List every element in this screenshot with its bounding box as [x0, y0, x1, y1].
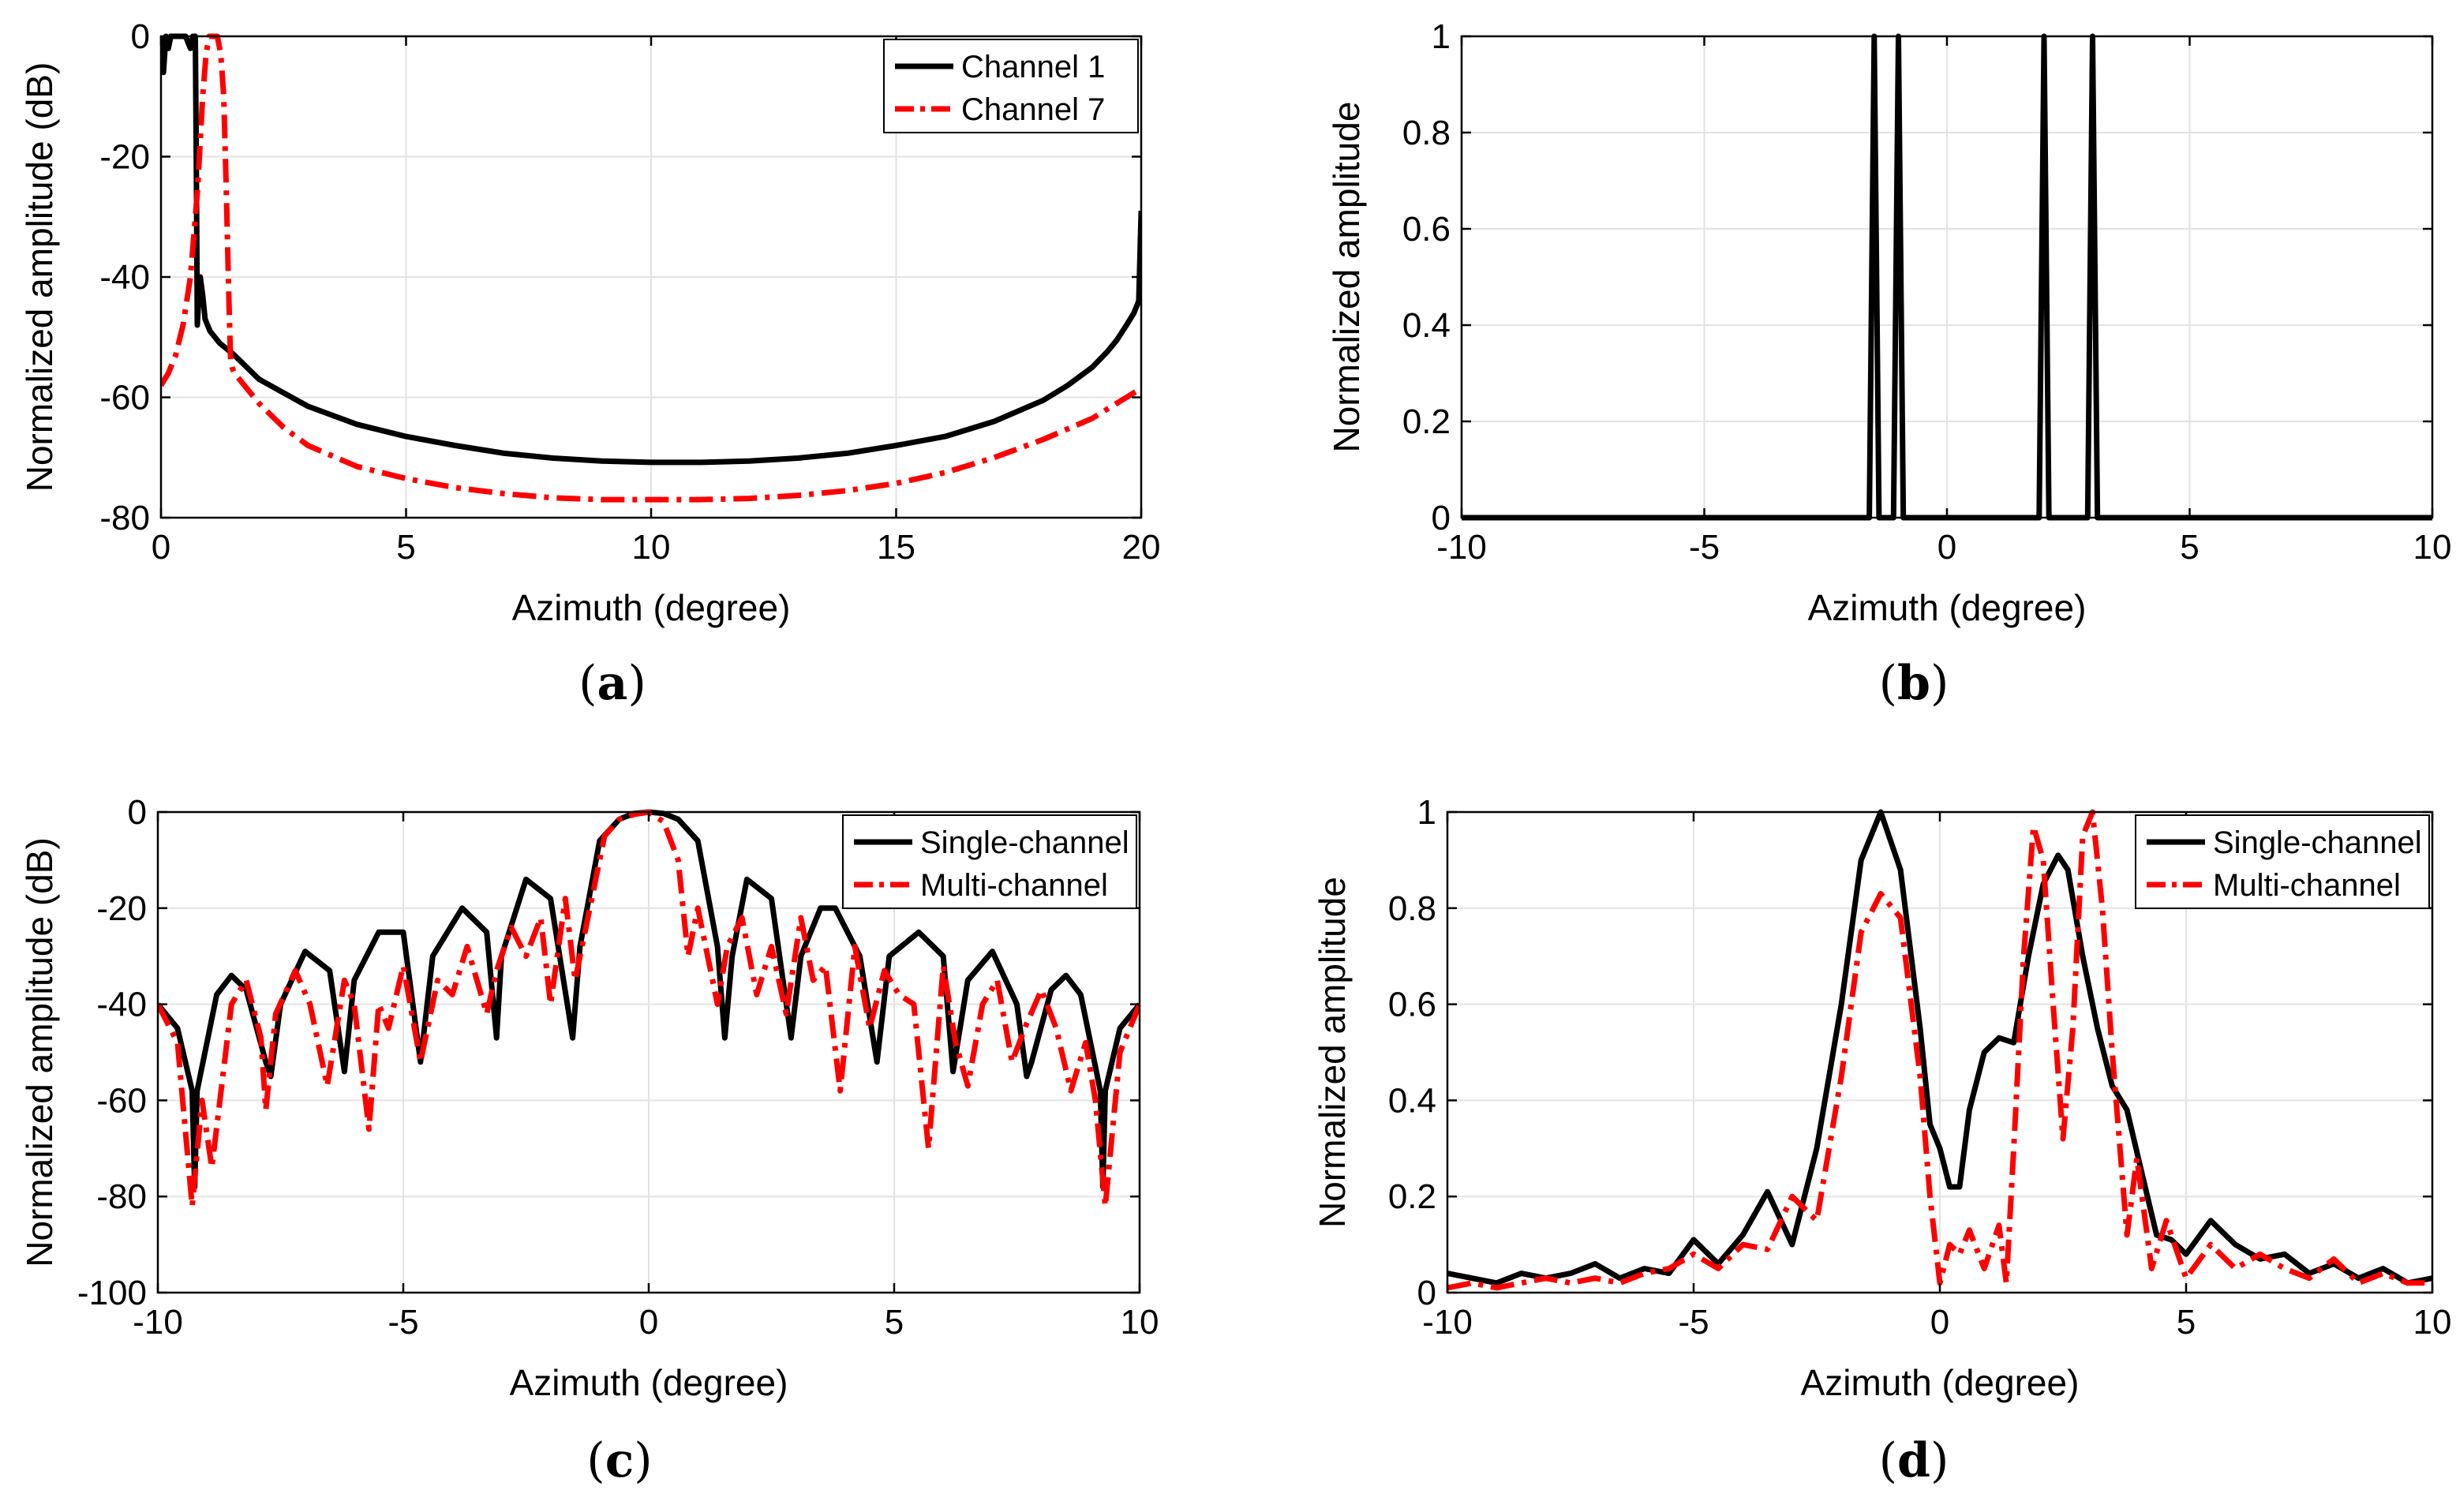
- y-tick-label: 0.6: [1388, 986, 1436, 1024]
- panel-caption: (c): [586, 1433, 652, 1488]
- x-tick-label: -10: [1422, 1303, 1473, 1342]
- legend: Single-channel Multi-channel: [842, 814, 1137, 909]
- x-tick-label: 5: [396, 528, 415, 567]
- legend-box: [2135, 814, 2430, 909]
- y-axis-label: Normalized amplitude (dB): [19, 62, 60, 492]
- legend-entry-label: Channel 1: [961, 50, 1105, 84]
- legend-box: [883, 39, 1139, 133]
- legend-entry-label: Multi-channel: [920, 868, 1108, 903]
- y-tick-label: -20: [99, 138, 150, 177]
- legend: Channel 1 Channel 7: [883, 39, 1139, 133]
- panel-b: -10 -5 0 5 10 0 0.2 0.4 0.6 0.8 1 Azimuth (degree) N…: [1326, 17, 2451, 711]
- x-tick-label: 0: [1937, 528, 1956, 567]
- x-axis-label: Azimuth (degree): [1801, 1362, 2080, 1403]
- x-tick-label: -5: [1678, 1303, 1709, 1342]
- legend-entry-label: Single-channel: [2213, 825, 2422, 860]
- y-tick-label: -60: [96, 1081, 147, 1120]
- x-tick-label: 10: [632, 528, 671, 567]
- y-axis-label: Normalized amplitude: [1312, 877, 1353, 1228]
- y-tick-label: 0: [131, 17, 150, 56]
- y-tick-label: 1: [1417, 793, 1436, 832]
- y-tick-label: 0.4: [1402, 306, 1451, 345]
- y-tick-label: -100: [77, 1274, 147, 1312]
- y-tick-label: -60: [99, 379, 150, 417]
- panel-a: 0 5 10 15 20 -80 -60 -40 -20 0 Azimuth (degree) Nor…: [19, 17, 1160, 711]
- x-tick-label: 5: [885, 1303, 904, 1342]
- legend-entry-label: Multi-channel: [2213, 868, 2401, 903]
- x-tick-label: 5: [2177, 1303, 2196, 1342]
- y-tick-label: 0.6: [1402, 210, 1451, 249]
- x-tick-label: -10: [133, 1303, 183, 1342]
- y-tick-label: 0.2: [1402, 402, 1451, 441]
- x-tick-label: 15: [877, 528, 915, 567]
- x-axis-label: Azimuth (degree): [512, 587, 791, 628]
- y-axis-label: Normalized amplitude (dB): [19, 837, 60, 1267]
- panel-caption: (b): [1879, 656, 1949, 711]
- x-tick-label: 10: [1121, 1303, 1159, 1342]
- x-tick-label: 20: [1122, 528, 1161, 567]
- legend-entry-label: Channel 7: [961, 92, 1105, 127]
- y-tick-label: 1: [1432, 17, 1451, 56]
- panel-caption: (a): [578, 656, 646, 711]
- x-tick-label: 0: [639, 1303, 658, 1342]
- y-tick-label: 0.2: [1388, 1177, 1436, 1216]
- x-tick-label: -5: [1689, 528, 1720, 567]
- panel-d: -10 -5 0 5 10 0 0.2 0.4 0.6 0.8 1 Azimuth (degree) N…: [1312, 793, 2451, 1488]
- y-tick-label: 0.8: [1388, 889, 1436, 928]
- x-tick-label: 5: [2180, 528, 2199, 567]
- y-tick-label: -40: [99, 258, 150, 297]
- panel-caption: (d): [1879, 1433, 1949, 1488]
- y-tick-label: -40: [96, 986, 147, 1024]
- y-tick-label: 0: [1432, 499, 1451, 537]
- y-tick-label: 0.8: [1402, 114, 1451, 152]
- y-axis-label: Normalized amplitude: [1326, 102, 1367, 453]
- x-tick-label: -5: [387, 1303, 418, 1342]
- x-tick-label: 10: [2413, 528, 2452, 567]
- y-tick-label: 0: [128, 793, 147, 832]
- series-line-channel-7: [161, 33, 1141, 503]
- y-tick-label: 0.4: [1388, 1081, 1436, 1120]
- y-tick-label: -20: [96, 889, 147, 928]
- y-tick-label: -80: [96, 1177, 147, 1216]
- x-axis-label: Azimuth (degree): [510, 1362, 788, 1403]
- y-tick-label: -80: [99, 499, 150, 537]
- legend-box: [842, 814, 1137, 909]
- legend-entry-label: Single-channel: [920, 825, 1129, 860]
- x-tick-label: 10: [2413, 1303, 2452, 1342]
- y-tick-label: 0: [1417, 1274, 1436, 1312]
- x-tick-label: 0: [152, 528, 170, 567]
- x-tick-label: 0: [1930, 1303, 1949, 1342]
- series-line-multi-channel: [1447, 809, 2432, 1291]
- panel-c: -10 -5 0 5 10 -100 -80 -60 -40 -20 0 Azimuth (degre…: [19, 793, 1159, 1488]
- legend: Single-channel Multi-channel: [2135, 814, 2430, 909]
- x-tick-label: -10: [1436, 528, 1487, 567]
- x-axis-label: Azimuth (degree): [1808, 587, 2087, 628]
